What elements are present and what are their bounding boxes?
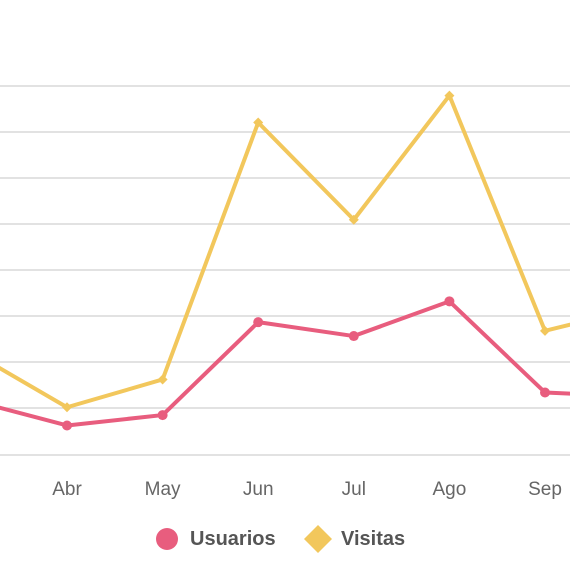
x-tick-label: May	[145, 479, 181, 500]
series-usuarios	[0, 296, 570, 431]
data-point[interactable]	[62, 402, 72, 413]
series-line-visitas	[0, 93, 570, 410]
data-point[interactable]	[253, 117, 264, 128]
grid	[0, 85, 570, 456]
legend-label: Usuarios	[190, 528, 276, 550]
x-tick-label: Ago	[432, 479, 466, 500]
x-axis: Abr May Jun Jul Ago Sep	[52, 479, 562, 500]
legend-label: Visitas	[341, 528, 405, 550]
data-point[interactable]	[540, 325, 550, 336]
series-layer	[0, 90, 570, 431]
x-tick-label: Jul	[342, 479, 366, 500]
data-point[interactable]	[157, 374, 168, 385]
series-visitas	[0, 90, 570, 413]
x-tick-label: Jun	[243, 479, 274, 500]
data-point[interactable]	[157, 410, 168, 421]
x-tick-label: Abr	[52, 479, 82, 500]
legend: Usuarios Visitas	[156, 525, 405, 553]
data-point[interactable]	[62, 420, 72, 431]
x-tick-label: Sep	[528, 479, 562, 500]
legend-marker-circle	[156, 528, 178, 550]
legend-item-usuarios[interactable]: Usuarios	[156, 528, 276, 550]
data-point[interactable]	[253, 317, 264, 328]
data-point[interactable]	[348, 214, 359, 225]
data-point[interactable]	[444, 90, 455, 101]
series-line-usuarios	[0, 299, 570, 428]
legend-marker-diamond	[304, 525, 332, 553]
data-point[interactable]	[444, 296, 455, 307]
data-point[interactable]	[540, 387, 550, 398]
legend-item-visitas[interactable]: Visitas	[304, 525, 405, 553]
data-point[interactable]	[348, 331, 359, 342]
